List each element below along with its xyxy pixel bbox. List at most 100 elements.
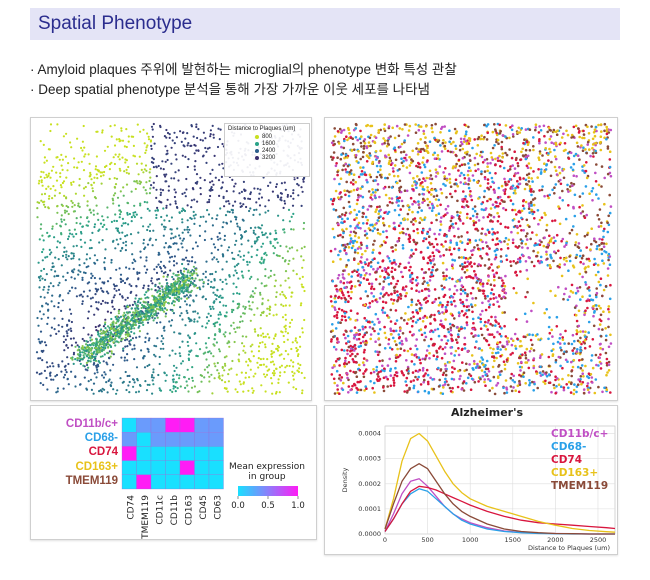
cell-point <box>284 279 287 282</box>
cell-point <box>149 187 152 190</box>
cell-point <box>377 212 380 216</box>
cell-point <box>160 334 163 337</box>
cell-point <box>101 338 104 341</box>
cell-point <box>548 234 551 238</box>
cell-point <box>38 238 41 241</box>
cell-point <box>82 290 86 293</box>
cell-point <box>361 155 365 159</box>
cell-point <box>457 227 460 231</box>
cell-point <box>467 186 471 190</box>
cell-point <box>132 214 135 217</box>
cell-point <box>139 202 142 205</box>
cell-point <box>217 238 220 241</box>
cell-point <box>146 383 149 386</box>
cell-point <box>302 227 305 230</box>
cell-point <box>86 353 89 357</box>
cell-point <box>121 156 124 159</box>
cell-point <box>127 223 130 226</box>
cell-point <box>368 152 371 155</box>
cell-point <box>171 275 174 279</box>
cell-point <box>64 223 67 226</box>
cell-point <box>575 385 579 388</box>
cell-point <box>456 210 459 214</box>
cell-point <box>340 129 344 133</box>
cell-point <box>360 170 364 173</box>
cell-point <box>553 186 556 189</box>
cell-point <box>132 311 135 314</box>
cell-point <box>146 289 149 292</box>
cell-point <box>284 259 287 262</box>
cell-point <box>301 275 304 278</box>
cell-point <box>503 192 507 196</box>
cell-point <box>212 133 215 136</box>
cell-point <box>399 185 403 189</box>
cell-point <box>163 173 166 176</box>
cell-point <box>408 256 412 259</box>
cell-point <box>115 289 118 292</box>
cell-point <box>113 287 116 290</box>
cell-point <box>110 220 113 223</box>
cell-point <box>607 325 610 329</box>
cell-point <box>180 210 183 213</box>
cell-point <box>588 345 592 348</box>
cell-point <box>210 186 213 189</box>
cell-point <box>451 366 454 369</box>
cell-point <box>526 166 530 169</box>
cell-point <box>173 131 176 134</box>
cell-point <box>247 269 250 272</box>
cell-point <box>495 271 498 275</box>
cell-point <box>163 228 166 231</box>
cell-point <box>89 336 92 339</box>
cell-point <box>39 275 42 278</box>
cell-point <box>151 392 154 395</box>
cell-point <box>99 349 102 352</box>
cell-point <box>53 194 56 197</box>
cell-point <box>212 322 215 326</box>
cell-point <box>83 376 86 379</box>
cell-point <box>61 168 64 171</box>
cell-point <box>70 312 73 315</box>
cell-point <box>520 216 523 220</box>
cell-point <box>253 187 256 190</box>
cell-point <box>537 259 540 263</box>
cell-point <box>297 184 300 187</box>
cell-point <box>449 239 452 242</box>
cell-point <box>187 142 190 145</box>
distance-legend-entry: 3200 <box>255 155 309 161</box>
cell-point <box>216 288 219 291</box>
cell-point <box>301 331 304 334</box>
cell-point <box>260 282 263 285</box>
cell-point <box>354 226 357 230</box>
cell-point <box>88 289 91 292</box>
cell-point <box>117 155 120 158</box>
cell-point <box>512 386 515 389</box>
cell-point <box>102 282 106 285</box>
cell-point <box>411 202 414 206</box>
cell-point <box>439 131 442 134</box>
cell-point <box>109 311 113 314</box>
cell-point <box>581 330 585 333</box>
cell-point <box>180 276 183 280</box>
cell-point <box>45 376 48 380</box>
cell-point <box>273 363 276 366</box>
cell-point <box>570 228 574 232</box>
cell-point <box>373 329 376 333</box>
cell-point <box>236 292 239 295</box>
cell-point <box>181 239 184 242</box>
cell-point <box>353 269 356 272</box>
cell-point <box>230 324 233 327</box>
cell-point <box>545 223 549 227</box>
cell-point <box>356 274 360 277</box>
cell-point <box>70 181 73 184</box>
cell-point <box>82 124 85 128</box>
cell-point <box>139 204 142 207</box>
cell-point <box>221 296 224 299</box>
cell-point <box>37 261 40 264</box>
cell-point <box>362 150 365 154</box>
cell-point <box>86 369 89 372</box>
cell-point <box>122 349 125 352</box>
cell-point <box>170 287 173 290</box>
cell-point <box>122 186 125 189</box>
cell-point <box>144 336 147 339</box>
cell-point <box>376 261 380 265</box>
